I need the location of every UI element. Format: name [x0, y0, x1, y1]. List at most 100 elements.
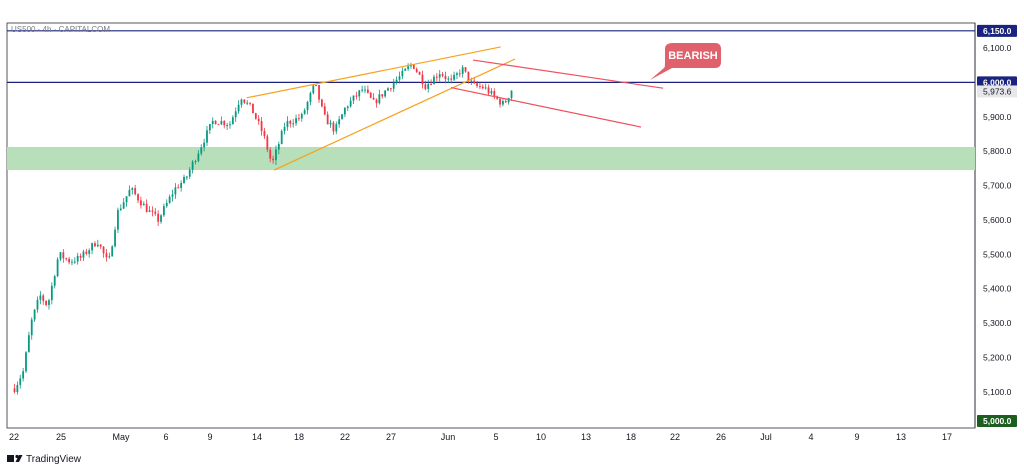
y-tick-label: 5,800.0 — [983, 146, 1012, 156]
candle-body — [504, 101, 507, 103]
candle-body — [458, 73, 461, 75]
candle-body — [352, 95, 355, 101]
candle-body — [332, 122, 335, 132]
candle-body — [479, 85, 481, 87]
candle-body — [45, 300, 48, 306]
candle-body — [102, 246, 105, 254]
candle-body — [185, 176, 188, 178]
candle-body — [395, 79, 398, 83]
candle-body — [424, 84, 427, 89]
candle-body — [73, 261, 76, 263]
candle-body — [277, 144, 280, 150]
y-tick-label: 5,900.0 — [983, 112, 1012, 122]
candle-body — [275, 149, 277, 161]
candle-body — [226, 124, 229, 126]
candle-body — [252, 103, 254, 114]
candle-body — [56, 259, 59, 277]
candle-body — [369, 92, 372, 98]
candle-body — [321, 99, 323, 107]
candle-body — [280, 131, 283, 145]
candle-body — [404, 68, 407, 71]
candle-body — [243, 99, 246, 103]
candle-body — [59, 252, 62, 260]
candle-body — [111, 246, 114, 257]
candle-body — [122, 202, 125, 209]
candle-body — [68, 258, 70, 263]
y-tick-label: 5,700.0 — [983, 181, 1012, 191]
candle-body — [125, 196, 128, 203]
candle-body — [450, 78, 453, 80]
candle-body — [378, 94, 381, 104]
x-tick-label: Jun — [441, 432, 456, 442]
last-price-label: 5,973.6 — [983, 86, 1012, 96]
candle-body — [372, 97, 375, 100]
level-badge-label: 6,150.0 — [983, 26, 1012, 36]
candle-body — [361, 89, 364, 91]
level-badge-label: 5,000.0 — [983, 416, 1012, 426]
candle-body — [269, 149, 272, 159]
candle-body — [79, 255, 82, 258]
candle-body — [260, 121, 263, 132]
time-axis: 22 25 May 6 9 14 18 22 27 Jun 5 10 13 18 22 26 Jul 4 9 13 17 — [9, 432, 952, 442]
x-tick-label: 17 — [942, 432, 952, 442]
candle-body — [237, 104, 240, 112]
candle-body — [286, 120, 289, 127]
x-tick-label: 22 — [340, 432, 350, 442]
level-badge-0 — [977, 24, 1017, 37]
candle-body — [507, 98, 510, 103]
candle-body — [33, 309, 36, 320]
candle-body — [447, 78, 450, 80]
candle-body — [384, 90, 387, 97]
x-tick-label: 14 — [252, 432, 262, 442]
candle-body — [16, 384, 19, 393]
candle-body — [387, 88, 389, 91]
candle-body — [13, 388, 16, 393]
candle-body — [142, 203, 145, 206]
x-tick-label: 22 — [670, 432, 680, 442]
x-tick-label: 9 — [854, 432, 859, 442]
candle-body — [470, 80, 473, 82]
candle-body — [177, 187, 180, 189]
candle-body — [65, 258, 68, 260]
y-tick-label: 5,200.0 — [983, 352, 1012, 362]
candle-body — [481, 86, 484, 89]
candle-body — [96, 244, 99, 247]
bearish-annotation: BEARISH — [650, 43, 721, 80]
candle-body — [71, 261, 73, 263]
candle-body — [183, 176, 185, 183]
candle-body — [206, 130, 208, 143]
y-tick-label: 5,400.0 — [983, 284, 1012, 294]
candle-body — [114, 229, 116, 247]
candle-body — [88, 250, 91, 254]
candle-body — [283, 126, 286, 132]
candle-body — [473, 80, 476, 84]
candle-body — [309, 93, 312, 102]
candle-body — [223, 121, 226, 126]
candle-body — [366, 89, 369, 93]
candle-body — [128, 189, 131, 197]
candle-body — [154, 211, 157, 214]
candle-body — [502, 101, 504, 105]
x-tick-label: 25 — [56, 432, 66, 442]
candle-body — [510, 90, 513, 99]
candle-body — [392, 82, 395, 89]
x-tick-label: 18 — [626, 432, 636, 442]
candle-body — [200, 147, 203, 154]
x-tick-label: 26 — [716, 432, 726, 442]
candle-body — [234, 111, 237, 118]
candle-body — [298, 118, 300, 120]
candle-body — [27, 335, 30, 353]
bearish-annotation-label: BEARISH — [668, 50, 718, 62]
candle-body — [203, 142, 206, 148]
candle-body — [476, 83, 478, 86]
x-tick-label: 18 — [294, 432, 304, 442]
candle-body — [435, 76, 438, 78]
candles — [13, 62, 513, 395]
candle-body — [19, 378, 22, 385]
candle-body — [295, 118, 297, 124]
candle-body — [131, 188, 134, 190]
candle-body — [211, 120, 214, 125]
candle-body — [53, 276, 56, 286]
tradingview-logo-icon — [7, 454, 23, 462]
y-tick-label: 5,300.0 — [983, 318, 1012, 328]
